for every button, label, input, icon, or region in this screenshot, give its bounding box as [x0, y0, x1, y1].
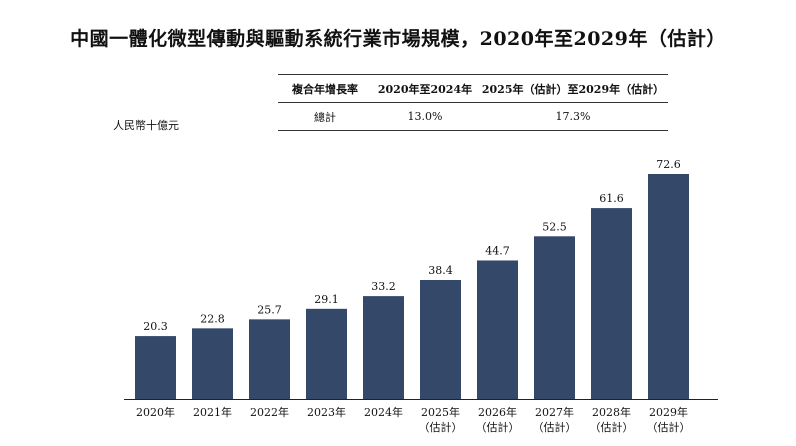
x-tick-label: 2028年 — [592, 405, 631, 419]
cagr-row-label: 總計 — [278, 102, 372, 131]
data-label: 33.2 — [371, 280, 396, 293]
data-label: 22.8 — [200, 312, 225, 325]
x-tick-label: 2020年 — [136, 405, 175, 419]
cagr-header-period-2: 2025年（估計）至2029年（估計） — [478, 74, 668, 103]
x-tick-label: 2026年 — [478, 405, 517, 419]
x-tick-label: 2029年 — [649, 405, 688, 419]
data-label: 29.1 — [314, 293, 339, 306]
x-tick-label: 2022年 — [250, 405, 289, 419]
data-label: 20.3 — [143, 320, 168, 333]
data-label: 61.6 — [599, 192, 624, 205]
data-label: 44.7 — [485, 244, 510, 257]
x-tick-label: （估計） — [590, 420, 634, 434]
chart-title: 中國一體化微型傳動與驅動系統行業市場規模，2020年至2029年（估計） — [70, 28, 726, 50]
cagr-header-label: 複合年增長率 — [278, 74, 372, 103]
x-tick-label: （估計） — [476, 420, 520, 434]
cagr-table: 複合年增長率 2020年至2024年 2025年（估計）至2029年（估計） 總… — [278, 74, 668, 131]
x-tick-label: 2025年 — [421, 405, 460, 419]
bar — [192, 328, 233, 399]
x-tick-label: （估計） — [419, 420, 463, 434]
bar — [249, 319, 290, 399]
x-tick-label: （估計） — [647, 420, 691, 434]
bar — [591, 208, 632, 399]
x-tick-label: 2024年 — [364, 405, 403, 419]
bar — [420, 279, 461, 399]
unit-label: 人民幣十億元 — [113, 119, 179, 132]
cagr-value-period-1: 13.0% — [372, 102, 478, 131]
bar — [363, 296, 404, 399]
x-tick-label: （估計） — [533, 420, 577, 434]
data-label: 72.6 — [656, 158, 681, 171]
cagr-value-row: 總計 13.0% 17.3% — [278, 102, 668, 131]
cagr-header-row: 複合年增長率 2020年至2024年 2025年（估計）至2029年（估計） — [278, 74, 668, 103]
data-label: 38.4 — [428, 264, 453, 277]
bar — [477, 260, 518, 399]
bar — [306, 308, 347, 399]
cagr-value-period-2: 17.3% — [478, 102, 668, 131]
x-tick-label: 2027年 — [535, 405, 574, 419]
data-label: 52.5 — [542, 220, 567, 233]
bar — [648, 174, 689, 399]
cagr-header-period-1: 2020年至2024年 — [372, 74, 478, 103]
x-tick-label: 2021年 — [193, 405, 232, 419]
bar — [135, 336, 176, 399]
bar — [534, 236, 575, 399]
x-tick-label: 2023年 — [307, 405, 346, 419]
data-label: 25.7 — [257, 303, 282, 316]
